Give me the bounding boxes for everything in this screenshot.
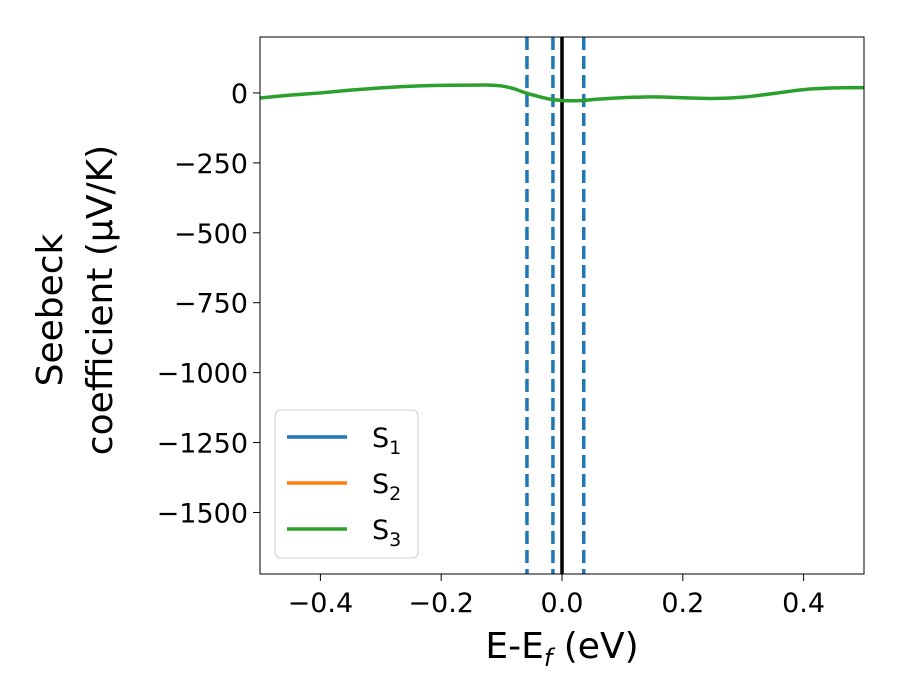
x-tick-label: 0.4 [782,588,825,619]
y-tick-label: −1000 [157,359,248,390]
legend: S1 S2 S3 [274,409,419,559]
y-axis-title-line2: coefficient (μV/K) [80,145,121,455]
y-axis-ticks: 0 −250 −500 −750 −1000 −1250 −1500 [157,79,260,529]
x-axis-ticks: −0.4 −0.2 0.0 0.2 0.4 [288,574,825,619]
y-tick-label: −500 [174,219,248,250]
y-tick-label: 0 [231,79,248,110]
series-lines [260,83,864,103]
legend-label-s1: S1 [372,423,401,459]
y-axis-title-line1: Seebeck [30,233,71,386]
x-tick-label: −0.2 [408,588,474,619]
legend-label-s2: S2 [372,469,401,505]
x-tick-label: 0.2 [661,588,704,619]
x-axis-title: E-Ef (eV) [485,626,638,672]
vertical-lines [525,37,586,574]
y-tick-label: −1500 [157,498,248,529]
x-tick-label: 0.0 [541,588,584,619]
x-tick-label: −0.4 [288,588,354,619]
series-line-s3 [260,83,864,103]
y-tick-label: −250 [174,149,248,180]
y-tick-label: −750 [174,289,248,320]
legend-label-s3: S3 [372,515,401,551]
y-tick-label: −1250 [157,429,248,460]
